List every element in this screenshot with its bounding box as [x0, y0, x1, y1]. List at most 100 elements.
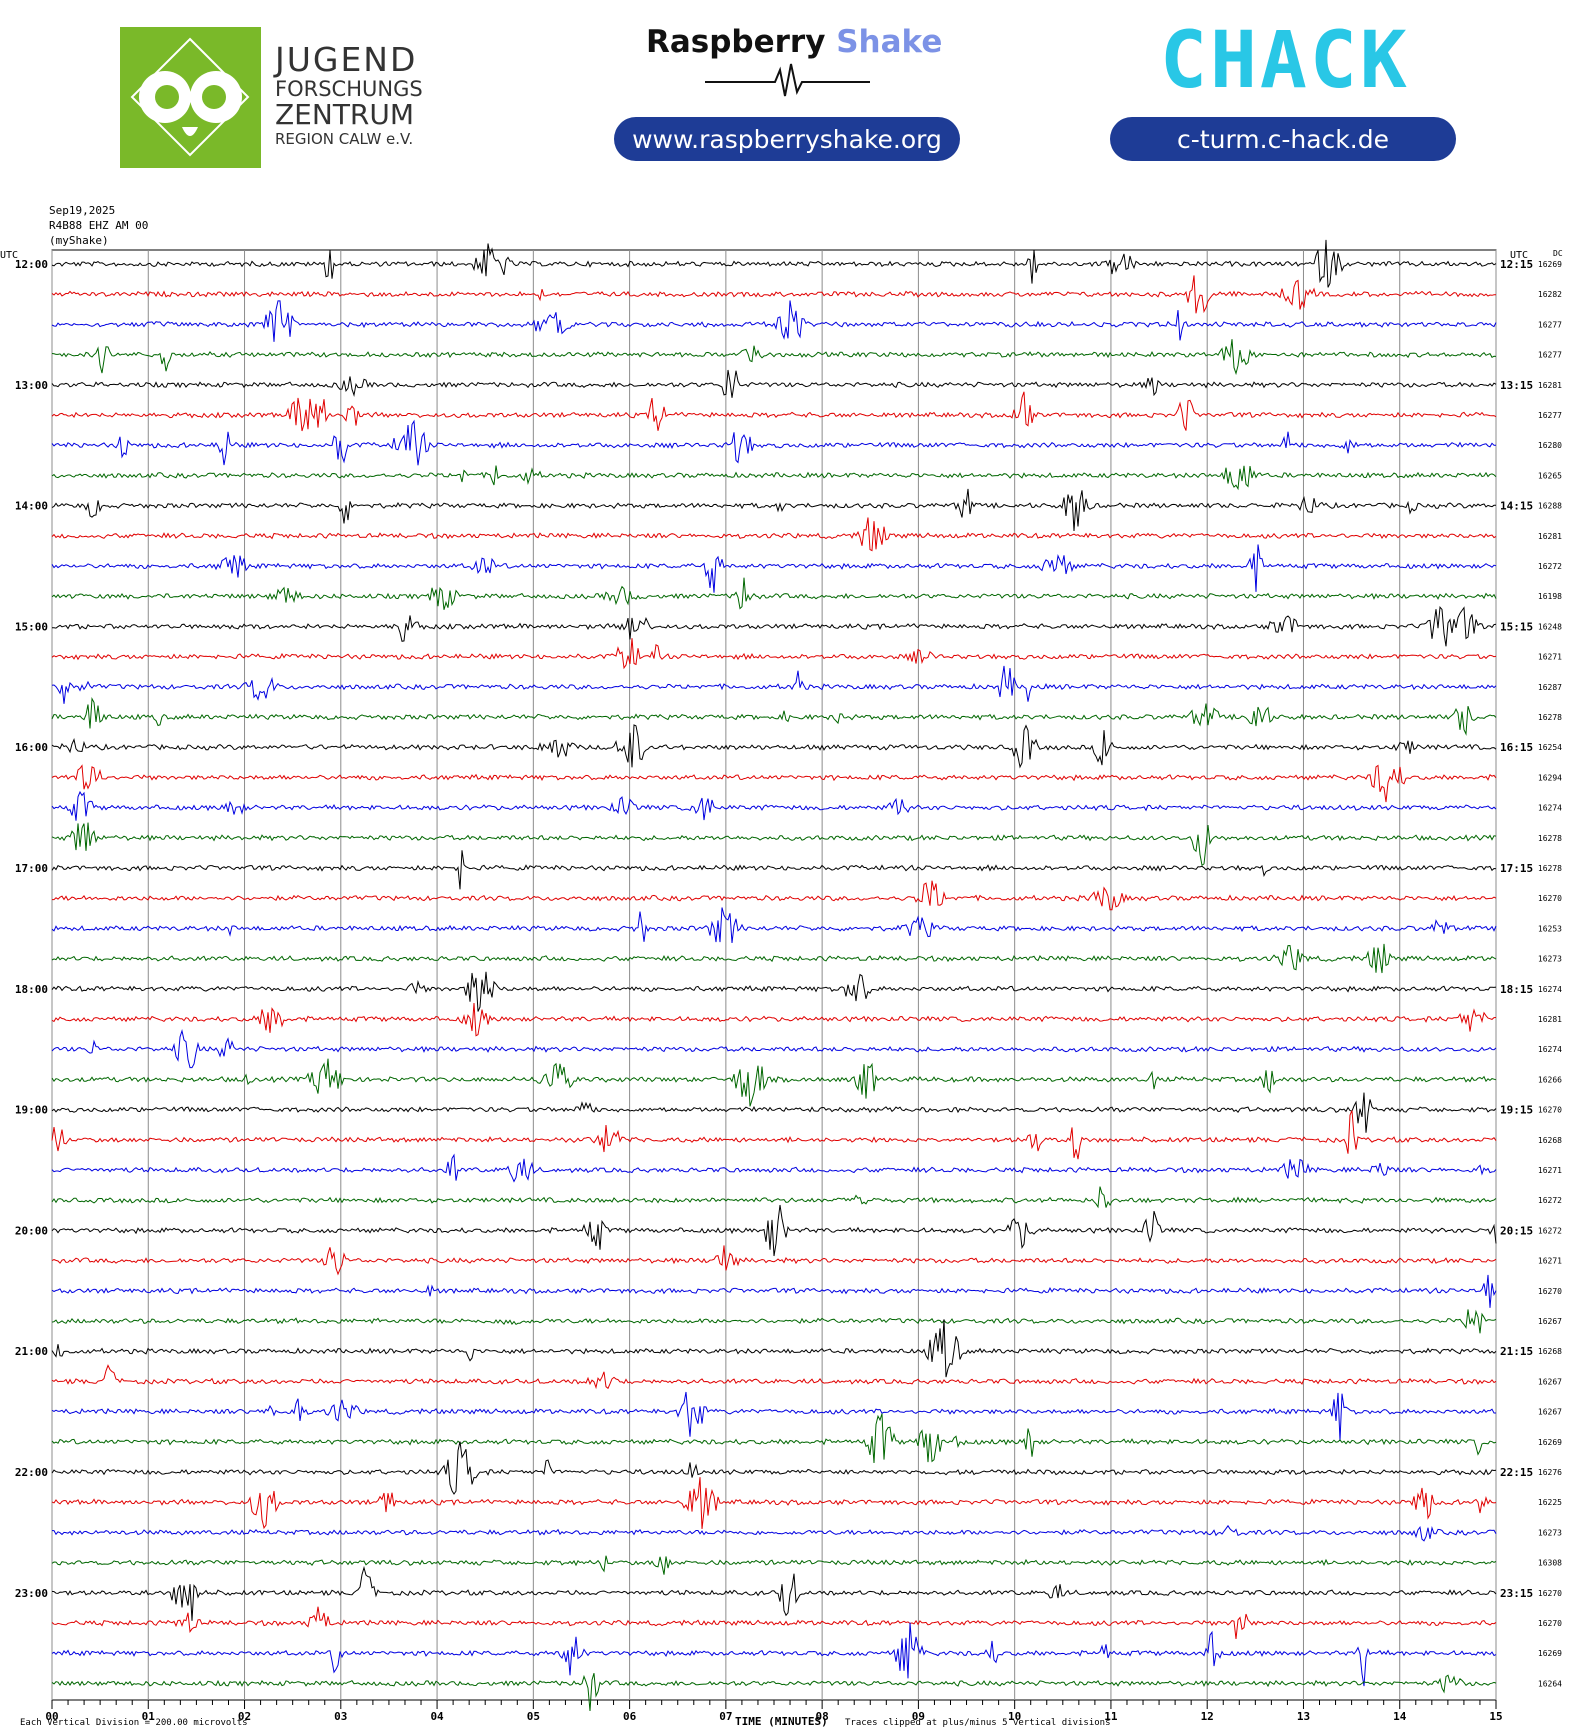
dc-value: 16278 [1538, 864, 1562, 873]
rs-url-pill[interactable]: www.raspberryshake.org [614, 117, 960, 161]
right-time-label: 14:15 [1500, 500, 1533, 513]
seismic-trace [51, 638, 1497, 670]
seismic-trace [51, 724, 1497, 769]
dc-value: 16266 [1538, 1075, 1562, 1084]
right-time-label: 15:15 [1500, 620, 1533, 633]
seismic-trace [52, 1524, 1497, 1542]
seismic-trace [51, 1477, 1497, 1530]
seismic-trace [51, 239, 1497, 288]
right-time-label: 16:15 [1500, 741, 1533, 754]
dc-value: 16280 [1538, 441, 1562, 450]
x-tick-label: 01 [142, 1710, 156, 1723]
seismic-trace [51, 517, 1497, 552]
dc-value: 16281 [1538, 1015, 1562, 1024]
seismic-trace [51, 971, 1497, 1012]
label-layer: 00 01 02 03 04 05 06 07 08 09 10 11 12 13 14 15 16269 162… [0, 249, 1563, 1723]
dc-value: 16273 [1538, 955, 1562, 964]
seismic-trace [51, 1391, 1496, 1442]
dc-value: 16273 [1538, 1528, 1562, 1537]
jfz-line1: JUGEND [275, 40, 418, 79]
seismic-trace [51, 1413, 1497, 1464]
right-time-label: 18:15 [1500, 983, 1533, 996]
left-time-label: 13:00 [15, 379, 48, 392]
seismic-trace [51, 1565, 1497, 1621]
dc-value: 16269 [1538, 260, 1562, 269]
dc-value: 16281 [1538, 381, 1562, 390]
seismic-trace [51, 1186, 1497, 1209]
x-tick-label: 13 [1297, 1710, 1310, 1723]
dc-value: 16269 [1538, 1649, 1562, 1658]
seismic-trace [51, 822, 1497, 867]
right-time-label: 22:15 [1500, 1466, 1533, 1479]
dc-value: 16276 [1538, 1468, 1562, 1477]
dc-value: 16269 [1538, 1438, 1562, 1447]
dc-value: 16198 [1538, 592, 1562, 601]
dc-value: 16287 [1538, 683, 1562, 692]
seismic-trace [51, 1364, 1497, 1390]
seismic-trace [51, 1029, 1497, 1069]
x-tick-label: 10 [1008, 1710, 1021, 1723]
dc-value: 16267 [1538, 1377, 1562, 1386]
jfz-line2: FORSCHUNGS [275, 77, 423, 101]
seismic-trace [51, 764, 1497, 803]
dc-value: 16267 [1538, 1317, 1562, 1326]
rs-brand2: Shake [836, 24, 943, 60]
chack-logo: CHACK [1160, 16, 1410, 106]
seismic-trace [51, 369, 1497, 398]
left-time-label: 23:00 [15, 1587, 48, 1600]
right-time-label: 20:15 [1500, 1224, 1533, 1237]
seismic-trace [51, 1441, 1497, 1495]
dc-value: 16270 [1538, 1619, 1562, 1628]
dc-value: 16253 [1538, 924, 1562, 933]
seismic-trace [51, 1153, 1497, 1183]
header: JUGEND FORSCHUNGS ZENTRUM REGION CALW e.… [0, 0, 1570, 247]
jfz-line3: ZENTRUM [275, 98, 415, 131]
seismic-trace [51, 577, 1497, 610]
x-tick-label: 05 [527, 1710, 540, 1723]
owl-logo-icon [120, 27, 261, 168]
x-tick-label: 09 [912, 1710, 925, 1723]
seismic-trace [51, 790, 1497, 821]
dc-value: 16281 [1538, 532, 1562, 541]
seismic-trace [51, 1002, 1497, 1037]
left-time-label: 16:00 [15, 741, 48, 754]
seismic-trace [51, 1606, 1497, 1639]
plot-date: Sep19,2025 [49, 204, 116, 217]
dc-value: 16278 [1538, 834, 1562, 843]
left-axis-label: UTC [0, 250, 18, 261]
seismic-trace [51, 1555, 1497, 1575]
dc-value: 16248 [1538, 622, 1562, 631]
seismic-trace [51, 1673, 1497, 1712]
x-tick-label: 00 [45, 1710, 58, 1723]
seismic-trace [51, 1204, 1497, 1257]
seismic-trace [51, 665, 1497, 704]
x-tick-label: 12 [1201, 1710, 1214, 1723]
dc-value: 16268 [1538, 1136, 1562, 1145]
left-time-label: 17:00 [15, 862, 48, 875]
left-time-label: 20:00 [15, 1224, 48, 1237]
dc-value: 16274 [1538, 1045, 1562, 1054]
dc-value: 16294 [1538, 773, 1562, 782]
dc-header-label: DC [1553, 249, 1563, 258]
x-tick-label: 15 [1489, 1710, 1502, 1723]
dc-value: 16270 [1538, 894, 1562, 903]
seismic-trace [51, 907, 1497, 944]
jfz-line4: REGION CALW e.V. [275, 130, 414, 148]
seismic-trace [51, 1319, 1497, 1378]
seismic-trace [51, 1309, 1497, 1334]
chack-url-pill[interactable]: c-turm.c-hack.de [1110, 117, 1456, 161]
dc-value: 16267 [1538, 1408, 1562, 1417]
seismogram-icon [705, 63, 870, 97]
seismic-trace [51, 300, 1497, 342]
left-time-label: 15:00 [15, 620, 48, 633]
left-time-label: 21:00 [15, 1345, 48, 1358]
dc-value: 16277 [1538, 320, 1562, 329]
x-tick-label: 06 [623, 1710, 637, 1723]
x-tick-label: 11 [1104, 1710, 1118, 1723]
dc-value: 16268 [1538, 1347, 1562, 1356]
x-tick-label: 07 [719, 1710, 732, 1723]
dc-value: 16264 [1538, 1679, 1562, 1688]
right-time-label: 17:15 [1500, 862, 1533, 875]
seismic-trace [51, 606, 1497, 647]
